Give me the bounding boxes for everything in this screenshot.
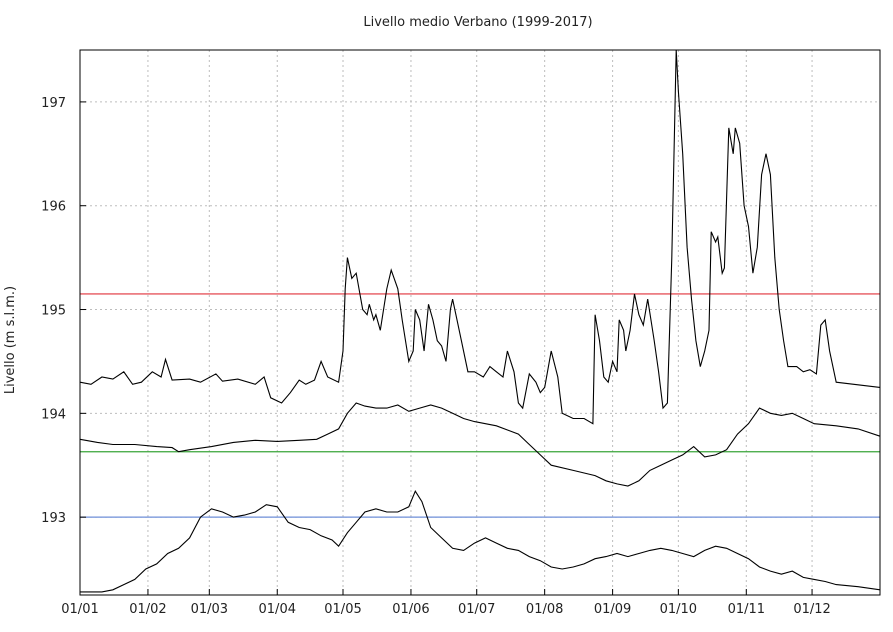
x-tick-label-8: 01/09 <box>594 602 631 617</box>
reference-lines <box>80 293 880 518</box>
plot-frame <box>79 49 881 596</box>
series-lines <box>79 49 881 593</box>
x-tick-label-6: 01/07 <box>458 602 495 617</box>
y-axis-label: Livello (m s.l.m.) <box>3 286 18 394</box>
y-tick-label-2: 195 <box>41 304 66 319</box>
x-tick-label-10: 01/11 <box>728 602 765 617</box>
x-tick-label-2: 01/03 <box>191 602 228 617</box>
y-tick-labels: 193 194 195 196 197 <box>41 96 86 526</box>
y-tick-label-0: 193 <box>41 511 66 526</box>
y-tick-label-1: 194 <box>41 407 66 422</box>
chart-title: Livello medio Verbano (1999-2017) <box>363 15 592 30</box>
y-tick-label-4: 197 <box>41 96 66 111</box>
x-tick-label-1: 01/02 <box>129 602 166 617</box>
series-line-1 <box>79 402 881 487</box>
x-tick-label-3: 01/04 <box>259 602 296 617</box>
y-tick-label-3: 196 <box>41 200 66 215</box>
x-tick-labels: 01/01 01/02 01/03 01/04 01/05 01/06 01/07 01/08… <box>61 589 831 617</box>
x-tick-label-7: 01/08 <box>526 602 563 617</box>
x-tick-label-9: 01/10 <box>660 602 697 617</box>
x-tick-label-11: 01/12 <box>793 602 830 617</box>
x-tick-label-5: 01/06 <box>392 602 429 617</box>
series-line-0 <box>79 49 881 425</box>
x-tick-label-4: 01/05 <box>324 602 361 617</box>
series-line-2 <box>80 490 881 593</box>
x-tick-label-0: 01/01 <box>61 602 98 617</box>
grid <box>80 50 880 595</box>
